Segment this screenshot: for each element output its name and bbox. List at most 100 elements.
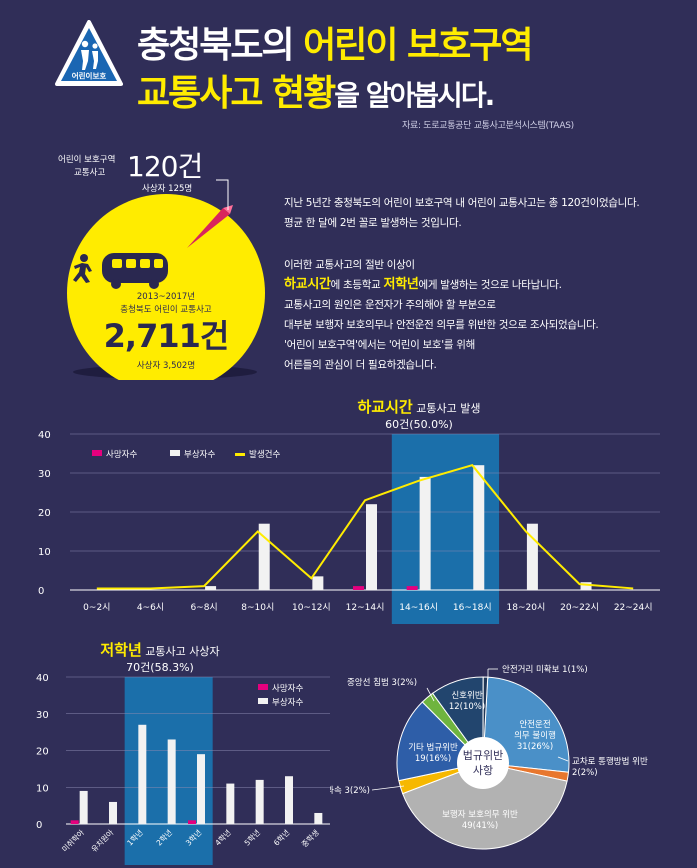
bar-injury — [526, 523, 538, 590]
legend-label: 부상자수 — [272, 697, 303, 708]
bar-death — [406, 586, 418, 590]
donut-slice-label: 19(16%) — [415, 754, 451, 764]
chart2-title-highlight: 저학년 — [100, 641, 141, 659]
bar-injury — [258, 523, 270, 590]
bar-death — [70, 820, 79, 824]
chart2-subtitle: 70건(58.3%) — [126, 661, 194, 674]
x-tick-label: 14~16시 — [399, 602, 438, 613]
detail-line: 어른들의 관심이 더 필요하겠습니다. — [284, 359, 437, 371]
x-tick-label: 18~20시 — [507, 602, 546, 613]
donut-center-label-1: 법규위반 — [463, 749, 503, 762]
detail-line-highlight: 하교시간에 초등학교 저학년에게 발생하는 것으로 나타납니다. — [284, 275, 598, 295]
x-tick-label: 20~22시 — [560, 602, 599, 613]
hourly-accident-chart: 0 10 20 30 40 0~2시 4~6시 6~8시 8~10시 10~12시 12~14시 1… — [38, 398, 660, 624]
x-tick-label: 4~6시 — [137, 602, 164, 613]
title-prefix: 충청북도의 — [137, 25, 304, 66]
x-tick-label: 10~12시 — [292, 602, 331, 613]
source-note: 자료: 도로교통공단 교통사고분석시스템(TAAS) — [402, 121, 574, 131]
leader-line — [371, 785, 405, 791]
chart2-title-rest: 교통사고 사상자 — [142, 645, 220, 658]
bar-injury — [366, 504, 377, 590]
donut-center-label-2: 사항 — [473, 764, 493, 777]
bar-injury — [197, 754, 205, 824]
donut-slice-label: 2(2%) — [572, 768, 598, 778]
bar-injury — [580, 582, 592, 590]
detail-line: '어린이 보호구역'에서는 '어린이 보호'를 위해 — [284, 339, 475, 351]
chart1-title-rest: 교통사고 발생 — [413, 402, 481, 415]
chart1-title-highlight: 하교시간 — [358, 398, 413, 416]
donut-slice-label: 보행자 보호의무 위반 — [442, 809, 518, 820]
legend-swatch — [258, 684, 268, 690]
chart1-title: 하교시간 교통사고 발생 — [358, 398, 481, 416]
x-tick-label: 12~14시 — [346, 602, 385, 613]
bar-injury — [314, 812, 323, 824]
x-tick-label: 5학년 — [242, 827, 262, 847]
legend-label: 사망자수 — [272, 683, 303, 694]
legend-swatch — [92, 450, 102, 456]
intro-paragraph: 지난 5년간 충청북도의 어린이 보호구역 내 어린이 교통사고는 총 120건… — [284, 193, 640, 233]
detail-line: 대부분 보행자 보호의무나 안전운전 의무를 위반한 것으로 조사되었습니다. — [284, 319, 599, 331]
leader-line — [557, 756, 569, 762]
donut-center — [457, 737, 509, 789]
y-tick-label: 30 — [36, 710, 49, 721]
y-tick-label: 30 — [38, 469, 51, 480]
chart1-subtitle: 60건(50.0%) — [385, 418, 453, 431]
bar-injury — [226, 783, 235, 824]
line-accidents — [96, 464, 634, 590]
donut-slice-label: 신호위반 — [451, 690, 482, 701]
bar-injury — [285, 776, 293, 824]
y-tick-label: 0 — [36, 820, 42, 831]
legend-label: 발생건수 — [249, 449, 280, 460]
y-tick-label: 20 — [36, 747, 49, 758]
donut-slice-label: 교차로 통행방법 위반 — [572, 756, 648, 767]
bar-injury — [138, 724, 147, 824]
bar-injury — [167, 739, 176, 824]
bar-injury — [109, 801, 117, 824]
x-tick-label: 6~8시 — [190, 602, 217, 613]
donut-slice-label: 12(10%) — [449, 702, 485, 712]
donut-slice-label: 31(26%) — [517, 742, 553, 752]
intro-line: 지난 5년간 충청북도의 어린이 보호구역 내 어린이 교통사고는 총 120건… — [284, 197, 640, 209]
highlight-lowergrade: 저학년 — [383, 277, 419, 292]
x-tick-label: 4학년 — [213, 827, 233, 847]
page-title-line2: 교통사고 현황을 알아봅시다. — [137, 73, 495, 114]
bar-injury — [79, 790, 88, 824]
summary-graphic: 어린이 보호구역 교통사고 120건 사상자 125명 2013~2017년 충… — [58, 150, 265, 380]
zone-label-line1: 어린이 보호구역 — [58, 154, 115, 165]
total-label: 충청북도 어린이 교통사고 — [120, 304, 212, 315]
donut-slice-label: 안전거리 미확보 1(1%) — [502, 664, 588, 675]
y-tick-label: 10 — [38, 547, 51, 558]
donut-slice-label: 과속 3(2%) — [330, 786, 370, 796]
x-tick-label: 6학년 — [271, 827, 291, 847]
donut-slice — [401, 762, 568, 850]
detail-line: 이러한 교통사고의 절반 이상이 — [284, 259, 415, 271]
legend-swatch — [258, 698, 268, 704]
detail-text: 에 초등학교 — [330, 279, 384, 291]
title-highlight-2: 교통사고 현황 — [137, 73, 336, 114]
page-title-line1: 충청북도의 어린이 보호구역 — [137, 25, 534, 66]
x-tick-label: 미취학아 — [59, 827, 86, 854]
highlight-afterschool: 하교시간 — [284, 277, 331, 292]
donut-slice-label: 중앙선 침범 3(2%) — [347, 677, 417, 688]
running-child-icon — [73, 254, 92, 283]
bar-injury — [312, 576, 324, 590]
title-suffix: 을 알아봅시다. — [334, 79, 495, 112]
bar-injury — [419, 476, 431, 590]
detail-text: 에게 발생하는 것으로 나타납니다. — [418, 279, 563, 291]
zone-casualties: 사상자 125명 — [142, 183, 192, 194]
chart2-title: 저학년 교통사고 사상자 — [100, 641, 219, 659]
donut-slice-label: 49(41%) — [462, 821, 498, 831]
bar-injury — [255, 779, 264, 824]
zone-share-wedge — [187, 208, 230, 248]
x-tick-label: 중학생 — [299, 827, 321, 849]
total-casualties: 사상자 3,502명 — [137, 360, 195, 371]
donut-slice-label: 의무 불이행 — [514, 730, 556, 741]
title-highlight-1: 어린이 보호구역 — [303, 25, 533, 66]
x-tick-label: 22~24시 — [614, 602, 653, 613]
leader-line — [426, 687, 435, 702]
school-bus-icon — [102, 253, 168, 289]
detail-paragraph: 이러한 교통사고의 절반 이상이 하교시간에 초등학교 저학년에게 발생하는 것… — [284, 255, 599, 375]
bar-death — [353, 586, 364, 590]
zone-count: 120건 — [127, 150, 202, 183]
